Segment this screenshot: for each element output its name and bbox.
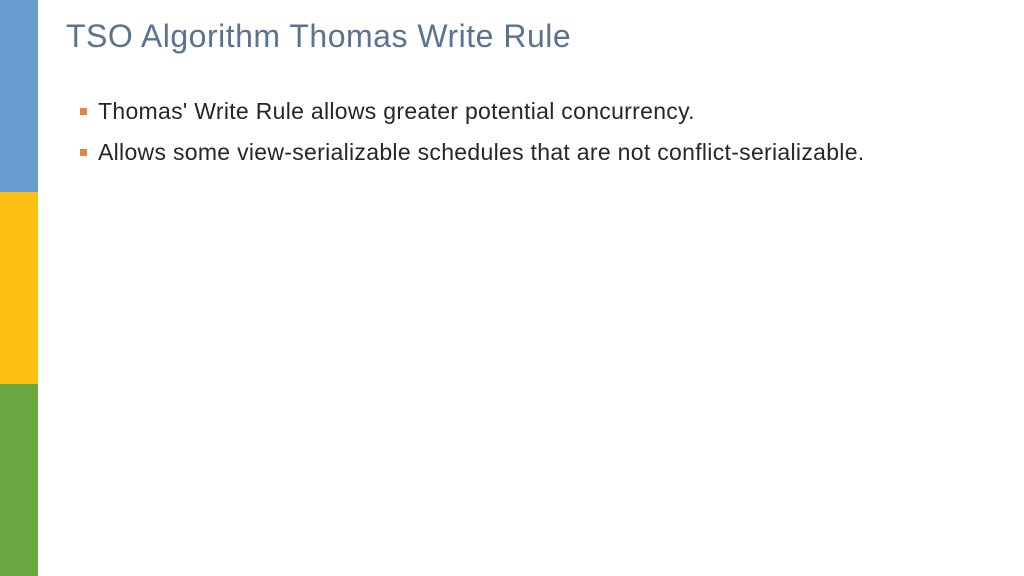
slide-body: Thomas' Write Rule allows greater potent… — [80, 95, 984, 178]
sidebar-stripe-2 — [0, 192, 38, 384]
sidebar-stripe-1 — [0, 0, 38, 192]
bullet-marker-icon — [80, 108, 87, 115]
slide-title: TSO Algorithm Thomas Write Rule — [66, 18, 571, 55]
bullet-text: Allows some view-serializable schedules … — [98, 136, 984, 169]
sidebar-stripe-3 — [0, 384, 38, 576]
sidebar-accent — [0, 0, 38, 576]
bullet-item: Allows some view-serializable schedules … — [80, 136, 984, 169]
bullet-text: Thomas' Write Rule allows greater potent… — [98, 95, 984, 128]
bullet-marker-icon — [80, 149, 87, 156]
bullet-item: Thomas' Write Rule allows greater potent… — [80, 95, 984, 128]
